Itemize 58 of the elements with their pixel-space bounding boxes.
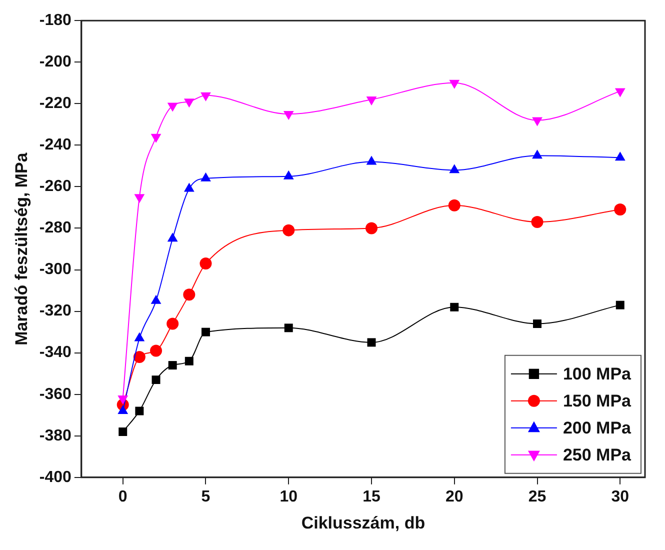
point [283, 111, 294, 120]
point [531, 216, 544, 228]
point [284, 324, 293, 332]
y-tick-label: -400 [39, 468, 72, 486]
point [367, 338, 376, 347]
legend-label: 200 MPa [562, 418, 632, 438]
point [118, 427, 128, 436]
point [532, 117, 542, 126]
y-tick-label: -280 [39, 220, 72, 237]
y-tick-label: -340 [39, 344, 72, 362]
y-tick-label: -240 [39, 136, 72, 154]
point [135, 406, 144, 416]
point [118, 404, 128, 414]
x-tick-label: 5 [201, 488, 210, 506]
point [166, 318, 179, 330]
legend-label: 100 MPa [562, 364, 632, 384]
point [134, 194, 145, 204]
point [150, 344, 162, 357]
x-tick-label: 25 [528, 488, 546, 506]
y-tick-label: -260 [39, 178, 72, 196]
y-tick-label: -180 [39, 12, 72, 30]
point [184, 98, 194, 108]
point [134, 332, 145, 342]
point [282, 224, 295, 236]
point [533, 320, 542, 328]
point [168, 361, 177, 370]
y-tick-label: -380 [39, 427, 72, 444]
x-tick-label: 10 [280, 488, 298, 506]
legend-label: 150 MPa [562, 392, 632, 411]
x-axis-title: Ciklusszám, db [301, 513, 426, 532]
y-tick-label: -200 [39, 54, 72, 71]
x-tick-label: 0 [118, 488, 128, 506]
x-tick-label: 30 [611, 488, 630, 506]
point [614, 88, 626, 98]
x-tick-label: 15 [362, 488, 380, 506]
point [616, 300, 624, 310]
point [614, 204, 626, 216]
point [167, 102, 178, 112]
y-tick-label: -220 [39, 95, 72, 112]
point [200, 92, 211, 102]
point [183, 288, 196, 301]
x-tick-label: 20 [445, 488, 464, 506]
point [448, 199, 460, 212]
y-tick-label: -360 [39, 386, 72, 403]
point [184, 356, 194, 366]
y-tick-label: -300 [39, 261, 72, 278]
point [449, 80, 460, 89]
point [450, 302, 459, 312]
point [152, 376, 160, 384]
point [366, 96, 377, 106]
point [150, 134, 162, 143]
point [202, 328, 210, 336]
point [133, 350, 146, 363]
y-tick-label: -320 [39, 302, 72, 320]
point [200, 258, 212, 270]
legend-label: 250 MPa [562, 446, 632, 465]
point [366, 222, 378, 234]
y-axis-title: Maradó feszültség, MPa [12, 152, 31, 346]
